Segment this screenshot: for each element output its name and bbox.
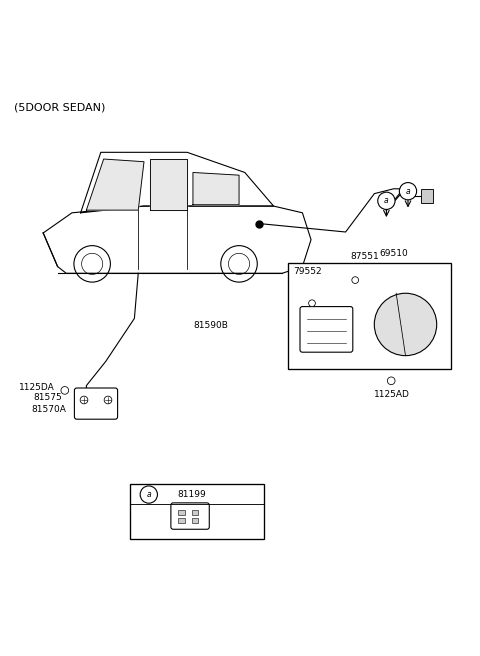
Polygon shape xyxy=(86,159,144,210)
FancyBboxPatch shape xyxy=(288,263,451,369)
Text: 79552: 79552 xyxy=(293,267,322,276)
Polygon shape xyxy=(43,206,311,274)
Text: 81199: 81199 xyxy=(178,490,206,499)
Circle shape xyxy=(352,277,359,283)
Circle shape xyxy=(61,386,69,394)
Bar xyxy=(178,510,185,515)
FancyBboxPatch shape xyxy=(130,484,264,539)
Text: 1125AD: 1125AD xyxy=(374,390,410,400)
FancyBboxPatch shape xyxy=(74,388,118,419)
Circle shape xyxy=(80,396,88,404)
Text: a: a xyxy=(146,490,151,499)
Text: a: a xyxy=(406,187,410,195)
Circle shape xyxy=(387,377,395,384)
Text: a: a xyxy=(384,196,389,205)
Circle shape xyxy=(309,300,315,306)
Text: 81590B: 81590B xyxy=(194,321,228,331)
Bar xyxy=(178,518,185,523)
Circle shape xyxy=(140,486,157,503)
Text: 81575: 81575 xyxy=(34,393,62,402)
Text: 87551: 87551 xyxy=(350,252,379,261)
FancyBboxPatch shape xyxy=(171,503,209,529)
Circle shape xyxy=(104,396,112,404)
Text: 81570A: 81570A xyxy=(31,405,66,414)
Text: (5DOOR SEDAN): (5DOOR SEDAN) xyxy=(14,102,106,112)
Bar xyxy=(192,518,198,523)
Polygon shape xyxy=(81,152,274,213)
Circle shape xyxy=(374,293,437,356)
Text: 69510: 69510 xyxy=(380,249,408,258)
Polygon shape xyxy=(150,159,187,210)
FancyBboxPatch shape xyxy=(421,189,433,203)
Circle shape xyxy=(399,182,417,200)
Polygon shape xyxy=(193,173,239,205)
Bar xyxy=(192,510,198,515)
Text: 1125DA: 1125DA xyxy=(19,384,55,392)
FancyBboxPatch shape xyxy=(300,306,353,352)
Circle shape xyxy=(378,192,395,209)
